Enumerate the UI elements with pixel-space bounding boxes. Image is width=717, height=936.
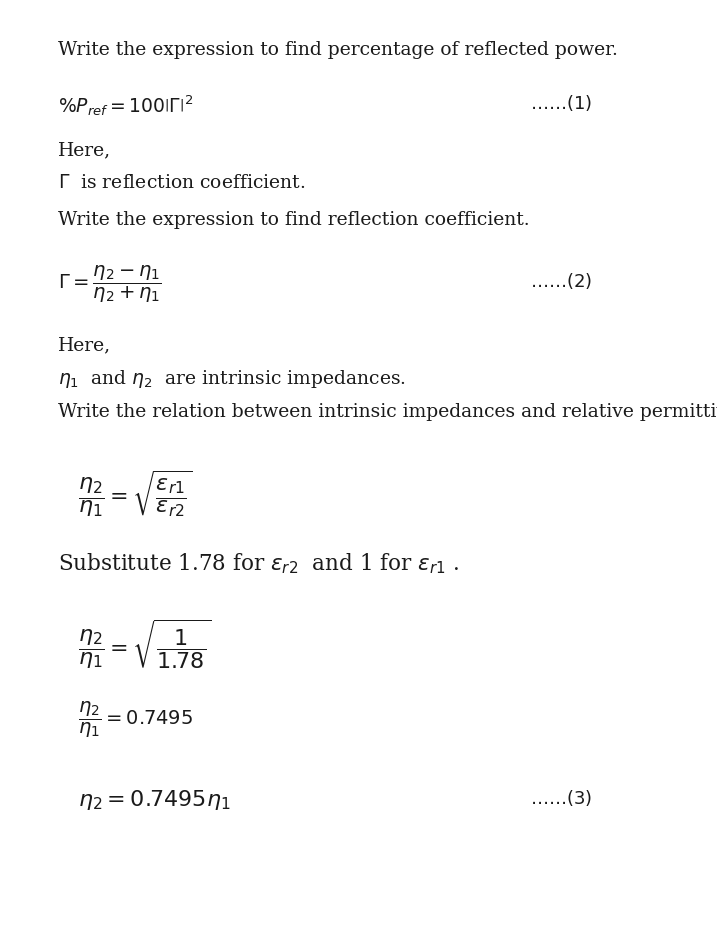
Text: $\dfrac{\eta_2}{\eta_1} = 0.7495$: $\dfrac{\eta_2}{\eta_1} = 0.7495$ [78, 700, 193, 740]
Text: $\ldots\ldots(3)$: $\ldots\ldots(3)$ [530, 788, 592, 808]
Text: $\eta_2 = 0.7495\eta_1$: $\eta_2 = 0.7495\eta_1$ [78, 788, 230, 812]
Text: Write the relation between intrinsic impedances and relative permittivities.: Write the relation between intrinsic imp… [58, 403, 717, 421]
Text: $\eta_1$  and $\eta_2$  are intrinsic impedances.: $\eta_1$ and $\eta_2$ are intrinsic impe… [58, 368, 406, 390]
Text: Write the expression to find reflection coefficient.: Write the expression to find reflection … [58, 211, 530, 229]
Text: Here,: Here, [58, 141, 111, 159]
Text: $\dfrac{\eta_2}{\eta_1} = \sqrt{\dfrac{1}{1.78}}$: $\dfrac{\eta_2}{\eta_1} = \sqrt{\dfrac{1… [78, 618, 212, 671]
Text: $\ldots\ldots(1)$: $\ldots\ldots(1)$ [530, 93, 592, 113]
Text: $\ldots\ldots(2)$: $\ldots\ldots(2)$ [530, 271, 592, 291]
Text: Here,: Here, [58, 336, 111, 354]
Text: $\%P_{ref} =100\left|\Gamma\right|^{2}$: $\%P_{ref} =100\left|\Gamma\right|^{2}$ [58, 93, 193, 118]
Text: $\Gamma$  is reflection coefficient.: $\Gamma$ is reflection coefficient. [58, 174, 305, 192]
Text: $\Gamma = \dfrac{\eta_2 - \eta_1}{\eta_2 + \eta_1}$: $\Gamma = \dfrac{\eta_2 - \eta_1}{\eta_2… [58, 264, 162, 305]
Text: Write the expression to find percentage of reflected power.: Write the expression to find percentage … [58, 41, 618, 59]
Text: Substitute 1.78 for $\varepsilon_{r2}$  and 1 for $\varepsilon_{r1}$ .: Substitute 1.78 for $\varepsilon_{r2}$ a… [58, 551, 460, 576]
Text: $\dfrac{\eta_2}{\eta_1} = \sqrt{\dfrac{\varepsilon_{r1}}{\varepsilon_{r2}}}$: $\dfrac{\eta_2}{\eta_1} = \sqrt{\dfrac{\… [78, 468, 192, 519]
